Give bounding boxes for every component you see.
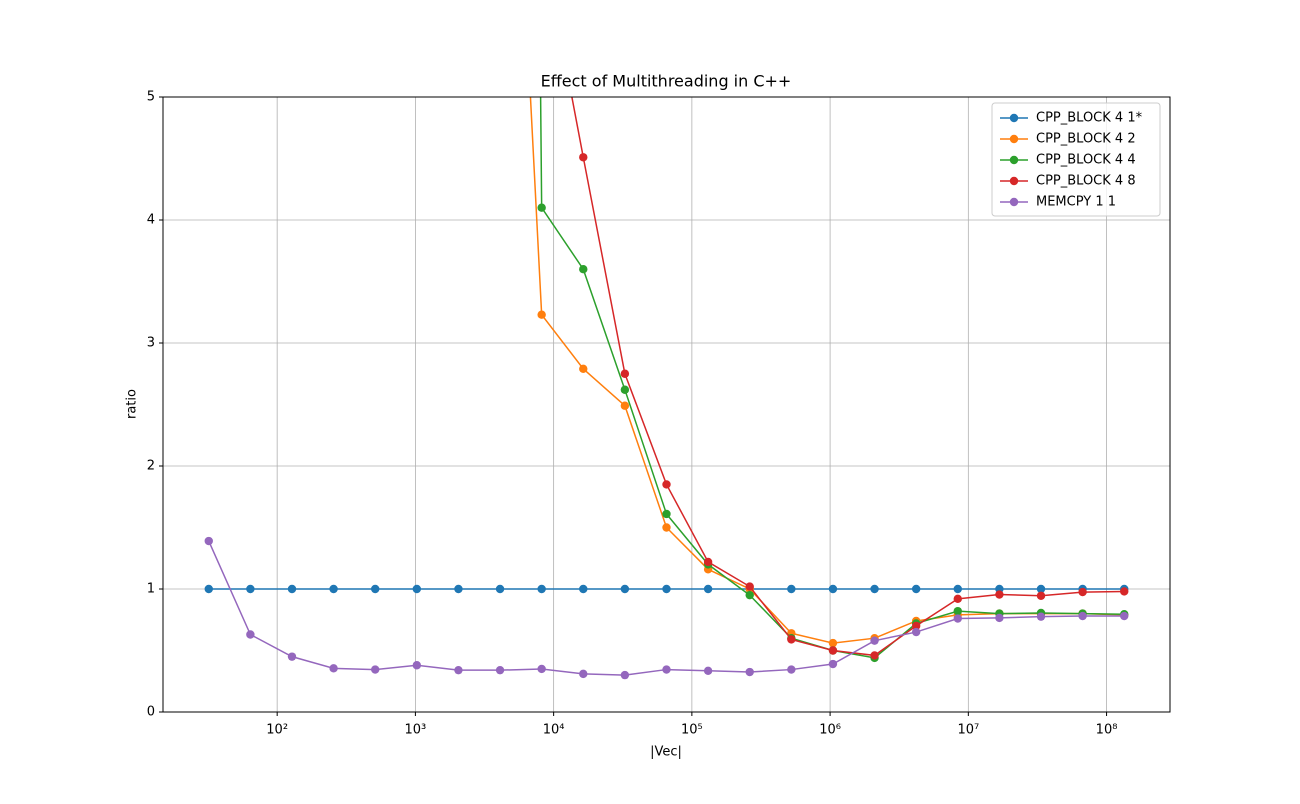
marker: [537, 310, 546, 319]
legend: CPP_BLOCK 4 1* CPP_BLOCK 4 2 CPP_BLOCK 4 4…: [991, 102, 1161, 217]
ticks: 0 1 2 3 4 5 10² 10³ 10⁴ 10⁵ 10⁶ 10⁷ 10⁸: [147, 90, 1118, 738]
marker: [579, 265, 588, 274]
marker: [995, 613, 1004, 623]
legend-label: MEMCPY 1 1: [1036, 195, 1116, 210]
marker: [703, 666, 713, 675]
marker: [1078, 611, 1087, 621]
legend-label: CPP_BLOCK 4 1*: [1036, 111, 1143, 126]
x-tick-label: 10⁵: [681, 723, 703, 738]
marker: [1078, 587, 1087, 597]
legend-marker: [1009, 113, 1019, 123]
marker: [1036, 591, 1046, 600]
marker: [412, 661, 422, 670]
chart-title: Effect of Multithreading in C++: [541, 72, 792, 91]
marker: [620, 385, 630, 394]
marker: [454, 665, 463, 675]
marker: [745, 667, 754, 677]
marker: [911, 584, 921, 594]
marker: [911, 621, 921, 631]
marker: [579, 153, 588, 162]
x-tick-label: 10⁸: [1096, 723, 1118, 738]
marker: [579, 364, 588, 374]
marker: [371, 584, 380, 594]
marker: [537, 664, 546, 674]
marker: [620, 369, 630, 378]
plot-area: [204, 97, 1129, 680]
marker: [495, 584, 505, 594]
marker: [454, 584, 463, 594]
x-axis-label: |Vec|: [650, 745, 682, 760]
marker: [329, 664, 338, 673]
marker: [953, 594, 962, 604]
y-tick-label: 3: [147, 336, 155, 351]
legend-marker: [1009, 155, 1019, 165]
legend-marker: [1009, 176, 1019, 186]
marker: [953, 614, 962, 623]
marker: [662, 509, 671, 519]
marker: [745, 590, 754, 600]
marker: [828, 646, 838, 655]
marker: [1036, 612, 1046, 621]
legend-label: CPP_BLOCK 4 8: [1036, 174, 1136, 189]
marker: [662, 523, 671, 532]
marker: [371, 665, 380, 674]
x-tick-label: 10⁷: [957, 723, 979, 738]
legend-label: CPP_BLOCK 4 2: [1036, 132, 1136, 147]
x-tick-label: 10³: [405, 723, 427, 738]
marker: [703, 584, 713, 594]
marker: [828, 638, 838, 648]
marker: [828, 659, 838, 669]
marker: [911, 627, 921, 637]
marker: [870, 636, 879, 645]
marker: [620, 401, 630, 410]
marker: [662, 480, 671, 489]
marker: [204, 584, 213, 594]
marker: [662, 665, 671, 674]
y-tick-label: 0: [147, 705, 155, 720]
marker: [246, 630, 255, 639]
y-tick-label: 1: [147, 582, 155, 597]
marker: [329, 584, 338, 594]
marker: [412, 584, 422, 594]
marker: [1120, 611, 1129, 621]
marker: [579, 584, 588, 594]
marker: [537, 203, 546, 212]
x-tick-label: 10²: [266, 723, 288, 738]
marker: [620, 584, 630, 594]
legend-label: CPP_BLOCK 4 4: [1036, 153, 1136, 168]
x-tick-label: 10⁴: [543, 723, 565, 738]
marker: [787, 584, 796, 594]
marker: [287, 652, 297, 661]
marker: [787, 635, 796, 644]
marker: [828, 584, 838, 594]
y-tick-label: 4: [147, 213, 155, 228]
marker: [246, 584, 255, 594]
marker: [579, 669, 588, 679]
marker: [662, 584, 671, 594]
y-tick-label: 5: [147, 90, 155, 105]
legend-box: [991, 102, 1161, 217]
marker: [870, 584, 879, 594]
x-tick-label: 10⁶: [819, 723, 841, 738]
marker: [745, 582, 754, 591]
marker: [1120, 587, 1129, 596]
marker: [953, 584, 962, 594]
y-tick-label: 2: [147, 459, 155, 474]
marker: [953, 606, 962, 616]
marker: [287, 584, 297, 594]
marker: [1036, 584, 1046, 594]
marker: [787, 665, 796, 674]
marker: [495, 665, 505, 675]
marker: [703, 557, 713, 567]
marker: [995, 590, 1004, 599]
marker: [870, 651, 879, 660]
marker: [537, 584, 546, 594]
marker: [620, 670, 630, 680]
y-axis-label: ratio: [125, 389, 140, 419]
legend-marker: [1009, 134, 1019, 144]
marker: [204, 536, 213, 546]
axes-frame: [162, 96, 1171, 713]
legend-marker: [1009, 197, 1019, 207]
